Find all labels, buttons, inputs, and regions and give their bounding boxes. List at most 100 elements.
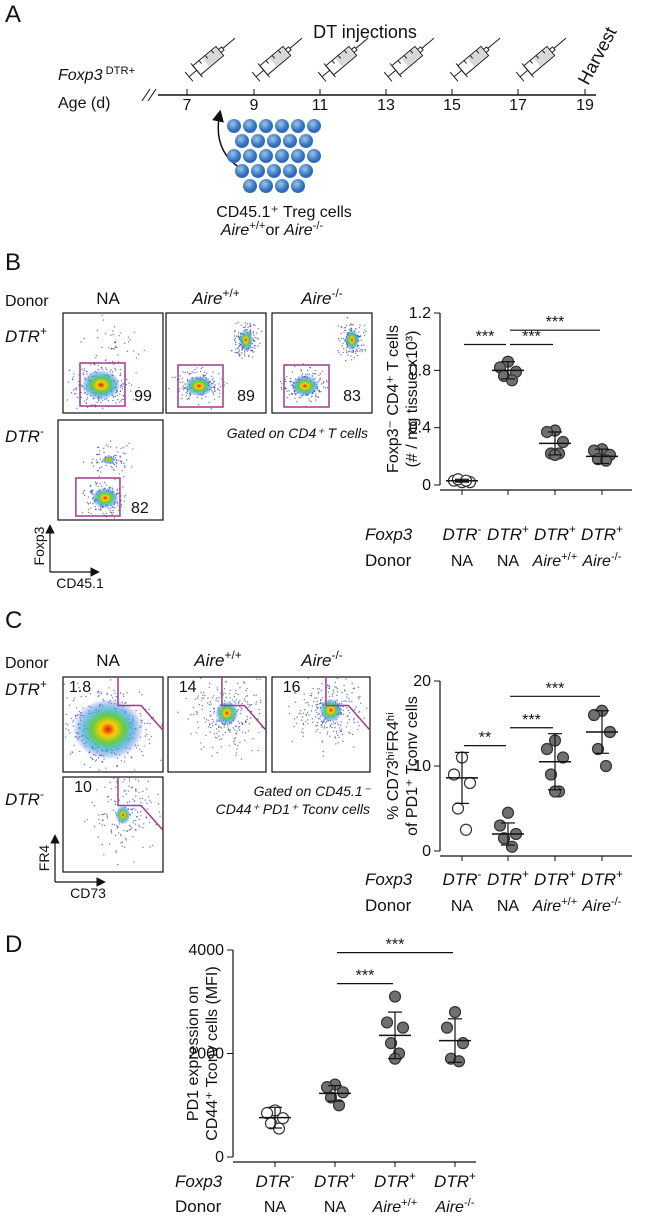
- flow-event: [215, 723, 217, 725]
- flow-event: [356, 354, 358, 357]
- syringe-liquid: [335, 47, 356, 67]
- flow-event: [107, 795, 110, 798]
- flow-event: [215, 728, 218, 730]
- flow-event: [213, 385, 215, 388]
- flow-event: [81, 368, 83, 371]
- age-tick-label: 11: [312, 97, 329, 114]
- flow-event: [101, 844, 104, 846]
- flow-event: [128, 824, 130, 827]
- flow-event: [244, 355, 246, 357]
- flow-event: [364, 348, 366, 351]
- flow-event: [336, 688, 338, 690]
- flow-event: [136, 391, 138, 393]
- gate: [117, 777, 164, 831]
- flow-event: [143, 823, 145, 825]
- flow-event: [358, 327, 361, 329]
- donor-label: NA: [497, 898, 520, 915]
- flow-event: [225, 696, 227, 699]
- flow-event: [112, 697, 114, 699]
- data-point: [556, 751, 570, 764]
- flow-event: [142, 754, 144, 757]
- flow-event: [281, 383, 283, 385]
- flow-event: [114, 507, 116, 509]
- genotype-label: DTR+: [534, 522, 576, 544]
- flow-event: [123, 496, 126, 498]
- flow-event: [325, 380, 328, 382]
- flow-event: [364, 329, 366, 331]
- syringe: [515, 37, 567, 82]
- flow-event: [200, 367, 202, 370]
- flow-event: [302, 732, 304, 734]
- flow-event: [82, 491, 84, 493]
- flow-event: [133, 861, 135, 863]
- flow-event: [351, 324, 353, 326]
- data-point: [459, 823, 473, 836]
- flow-event: [125, 384, 127, 386]
- flow-event: [104, 786, 106, 788]
- flow-event: [81, 511, 84, 513]
- flow-event: [97, 369, 99, 371]
- treg-cell: [227, 119, 241, 133]
- flow-event: [120, 842, 122, 844]
- donor-header-part: NA: [96, 651, 120, 670]
- flow-event: [300, 368, 302, 371]
- flow-event: [205, 396, 207, 398]
- flow-event: [114, 834, 117, 837]
- flow-event: [182, 387, 184, 389]
- flow-event: [107, 507, 110, 510]
- flow-event: [115, 695, 118, 698]
- flow-event: [113, 326, 116, 328]
- flow-event: [122, 394, 125, 397]
- flow-event: [334, 722, 336, 725]
- flow-event: [235, 322, 237, 325]
- flow-event: [310, 695, 313, 697]
- flow-event: [234, 737, 237, 739]
- flow-event: [106, 692, 109, 694]
- treg-cell: [259, 119, 273, 133]
- flow-event: [117, 394, 119, 397]
- flow-event: [181, 377, 183, 379]
- flow-event: [96, 329, 99, 331]
- flow-event: [216, 697, 218, 699]
- flow-event: [195, 371, 197, 374]
- flow-event: [69, 753, 72, 755]
- flow-event: [244, 700, 246, 702]
- flow-event: [73, 393, 76, 395]
- flow-event: [253, 694, 255, 697]
- flow-event: [136, 811, 139, 813]
- flow-event: [101, 368, 104, 370]
- flow-event: [135, 829, 137, 831]
- flow-event: [233, 729, 236, 731]
- flow-event: [91, 492, 93, 495]
- flow-event: [122, 693, 125, 695]
- flow-event: [217, 726, 220, 729]
- flow-event: [235, 702, 237, 704]
- flow-event: [302, 735, 304, 737]
- flow-event: [237, 331, 240, 333]
- flow-event: [247, 326, 249, 329]
- flow-event: [182, 385, 184, 387]
- flow-event: [133, 820, 135, 822]
- flow-event: [304, 373, 307, 376]
- flow-density: [115, 805, 131, 825]
- flow-event: [149, 722, 151, 725]
- flow-event: [195, 711, 197, 713]
- row-label-sup: +: [40, 324, 47, 338]
- y-tick-label: 4000: [188, 942, 224, 959]
- flow-event: [208, 686, 210, 688]
- donor-label-base: Aire: [581, 898, 611, 915]
- syringe-mark: [204, 55, 209, 59]
- flow-event: [155, 823, 157, 826]
- flow-event: [238, 354, 240, 356]
- genotype-label-base: DTR: [581, 525, 616, 544]
- flow-event: [174, 376, 177, 379]
- flow-event: [114, 455, 116, 457]
- flow-event: [234, 740, 236, 742]
- flow-event: [252, 346, 254, 349]
- flow-event: [321, 726, 323, 728]
- flow-event: [248, 706, 250, 708]
- flow-event: [126, 802, 129, 804]
- flow-event: [120, 460, 123, 463]
- flow-event: [65, 723, 68, 725]
- flow-event: [308, 704, 310, 706]
